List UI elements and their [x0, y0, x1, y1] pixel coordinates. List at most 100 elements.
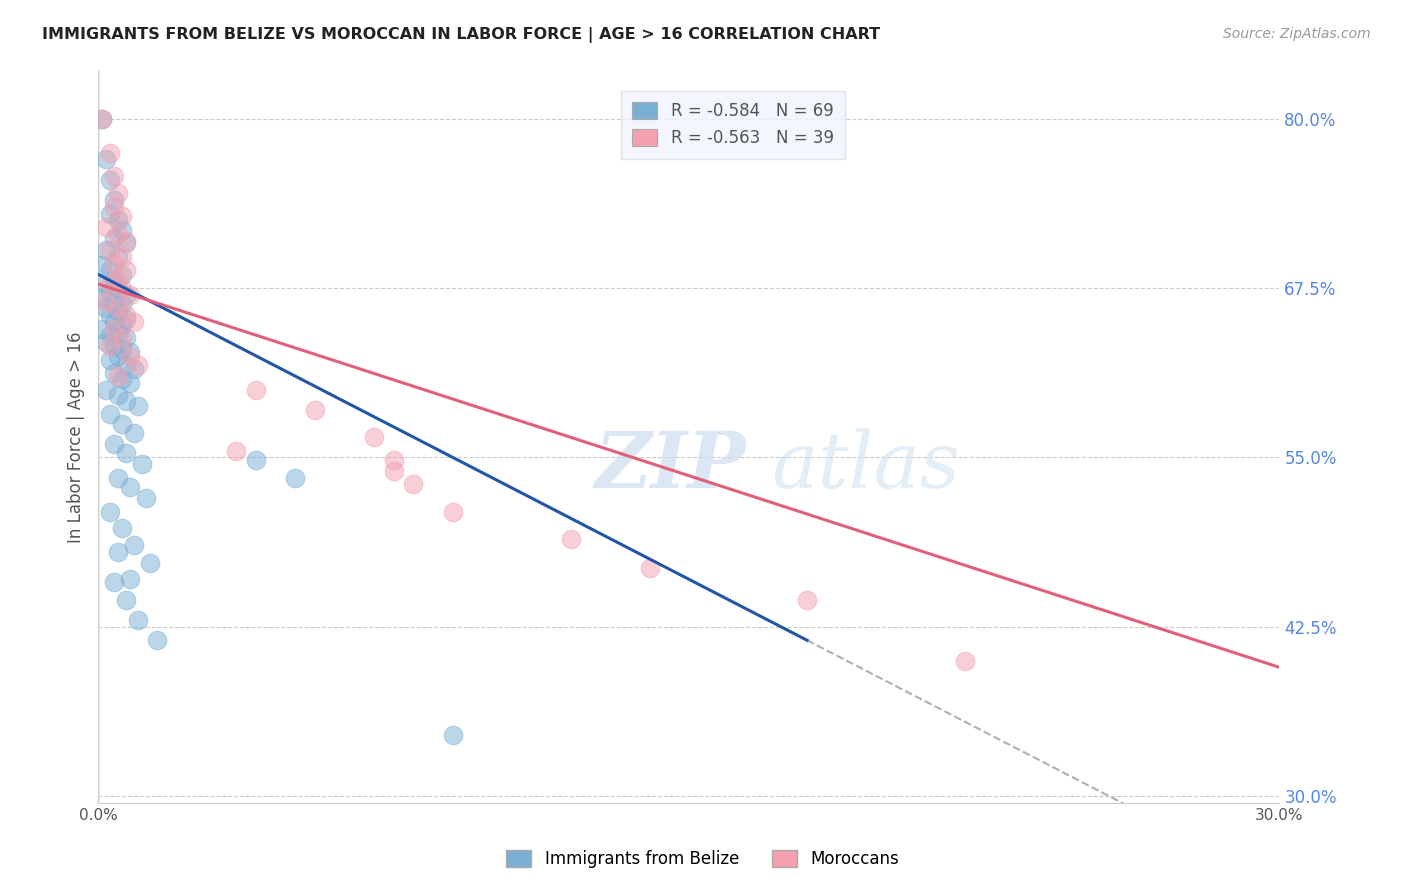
- Point: [953, 654, 976, 668]
- Point: [98, 407, 121, 421]
- Point: [91, 291, 114, 305]
- Point: [111, 331, 134, 345]
- Point: [131, 457, 153, 471]
- Point: [103, 193, 125, 207]
- Text: IMMIGRANTS FROM BELIZE VS MOROCCAN IN LABOR FORCE | AGE > 16 CORRELATION CHART: IMMIGRANTS FROM BELIZE VS MOROCCAN IN LA…: [42, 27, 880, 43]
- Point: [135, 491, 157, 505]
- Point: [91, 112, 114, 126]
- Point: [118, 344, 141, 359]
- Point: [111, 209, 134, 223]
- Point: [103, 169, 125, 183]
- Point: [118, 480, 141, 494]
- Point: [111, 281, 134, 295]
- Point: [103, 322, 125, 336]
- Point: [115, 312, 138, 326]
- Point: [111, 297, 134, 311]
- Point: [138, 556, 160, 570]
- Point: [225, 443, 247, 458]
- Point: [111, 250, 134, 264]
- Point: [115, 359, 138, 373]
- Point: [382, 464, 405, 478]
- Point: [96, 243, 118, 257]
- Point: [98, 505, 121, 519]
- Point: [111, 318, 134, 332]
- Point: [118, 288, 141, 302]
- Point: [107, 271, 129, 285]
- Point: [122, 425, 145, 440]
- Point: [91, 322, 114, 336]
- Point: [107, 471, 129, 485]
- Point: [122, 315, 145, 329]
- Point: [98, 285, 121, 300]
- Point: [122, 362, 145, 376]
- Point: [111, 223, 134, 237]
- Point: [103, 315, 125, 329]
- Point: [146, 633, 169, 648]
- Point: [98, 243, 121, 257]
- Point: [91, 258, 114, 272]
- Point: [98, 339, 121, 353]
- Point: [107, 281, 129, 295]
- Point: [245, 453, 267, 467]
- Point: [115, 446, 138, 460]
- Y-axis label: In Labor Force | Age > 16: In Labor Force | Age > 16: [66, 331, 84, 543]
- Point: [103, 200, 125, 214]
- Point: [98, 263, 121, 277]
- Point: [560, 532, 582, 546]
- Point: [304, 403, 326, 417]
- Point: [98, 328, 121, 343]
- Point: [96, 294, 118, 309]
- Point: [98, 145, 121, 160]
- Point: [111, 417, 134, 431]
- Point: [441, 728, 464, 742]
- Point: [111, 372, 134, 386]
- Point: [115, 592, 138, 607]
- Point: [103, 367, 125, 381]
- Legend: Immigrants from Belize, Moroccans: Immigrants from Belize, Moroccans: [499, 843, 907, 875]
- Point: [107, 186, 129, 201]
- Text: atlas: atlas: [772, 428, 960, 505]
- Point: [284, 471, 307, 485]
- Point: [115, 308, 138, 322]
- Point: [96, 220, 118, 235]
- Point: [118, 376, 141, 390]
- Point: [127, 613, 149, 627]
- Point: [127, 399, 149, 413]
- Point: [107, 369, 129, 384]
- Point: [118, 349, 141, 363]
- Point: [111, 268, 134, 282]
- Point: [107, 388, 129, 402]
- Point: [402, 477, 425, 491]
- Point: [96, 153, 118, 167]
- Point: [98, 277, 121, 291]
- Point: [107, 227, 129, 241]
- Point: [107, 301, 129, 316]
- Point: [96, 383, 118, 397]
- Point: [98, 308, 121, 322]
- Point: [127, 359, 149, 373]
- Point: [107, 250, 129, 264]
- Point: [107, 304, 129, 318]
- Point: [103, 437, 125, 451]
- Point: [98, 352, 121, 367]
- Point: [103, 258, 125, 272]
- Point: [115, 263, 138, 277]
- Point: [115, 234, 138, 248]
- Point: [796, 592, 818, 607]
- Point: [103, 294, 125, 309]
- Point: [115, 331, 138, 345]
- Point: [118, 572, 141, 586]
- Point: [107, 545, 129, 559]
- Point: [96, 277, 118, 291]
- Point: [103, 231, 125, 245]
- Text: ZIP: ZIP: [595, 428, 747, 505]
- Point: [111, 521, 134, 535]
- Point: [122, 538, 145, 552]
- Point: [115, 393, 138, 408]
- Point: [91, 112, 114, 126]
- Point: [107, 213, 129, 227]
- Point: [441, 505, 464, 519]
- Point: [107, 326, 129, 340]
- Point: [103, 574, 125, 589]
- Point: [115, 236, 138, 251]
